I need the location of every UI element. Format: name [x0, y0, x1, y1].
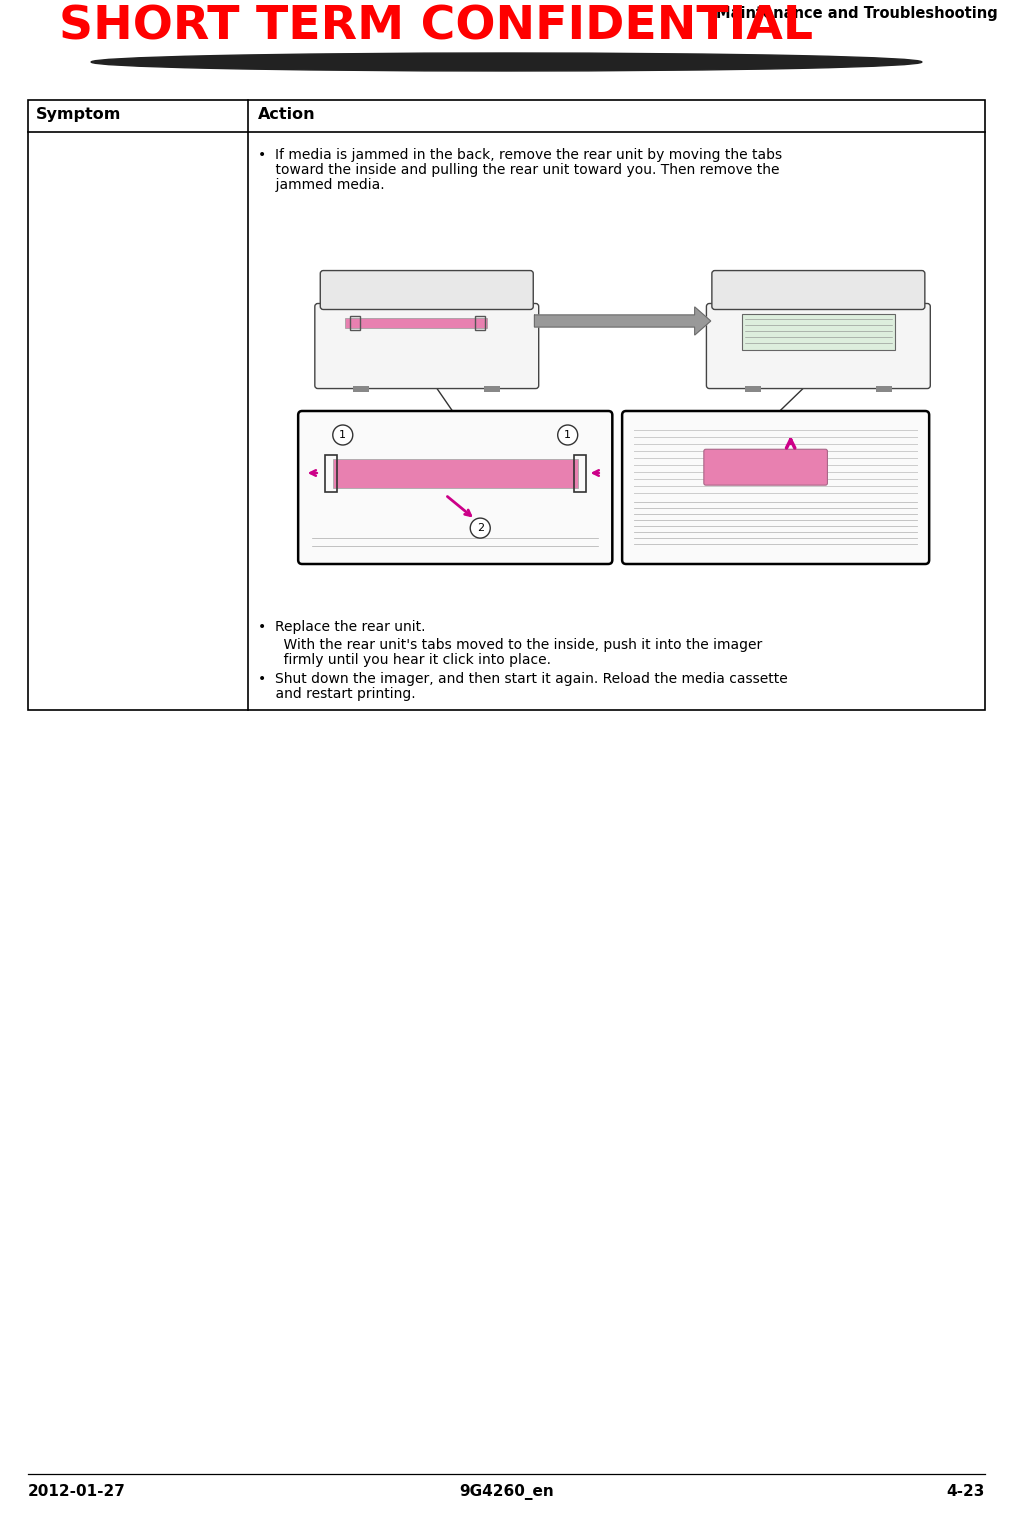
Bar	[484, 385, 500, 391]
Polygon shape	[535, 307, 711, 335]
Bar	[325, 455, 336, 492]
Text: Symptom: Symptom	[36, 107, 122, 122]
Text: and restart printing.: and restart printing.	[258, 686, 415, 702]
Text: Action: Action	[258, 107, 316, 122]
Text: SHORT TERM CONFIDENTIAL: SHORT TERM CONFIDENTIAL	[59, 5, 812, 50]
Bar	[573, 455, 586, 492]
Text: toward the inside and pulling the rear unit toward you. Then remove the: toward the inside and pulling the rear u…	[258, 163, 779, 177]
FancyBboxPatch shape	[706, 303, 930, 388]
Text: •  If media is jammed in the back, remove the rear unit by moving the tabs: • If media is jammed in the back, remove…	[258, 148, 782, 161]
Circle shape	[470, 517, 490, 539]
Bar	[350, 317, 360, 330]
FancyBboxPatch shape	[320, 271, 533, 309]
FancyBboxPatch shape	[622, 411, 929, 565]
FancyBboxPatch shape	[704, 449, 828, 486]
Text: 2012-01-27: 2012-01-27	[28, 1484, 126, 1499]
Bar	[28, 100, 985, 709]
FancyBboxPatch shape	[712, 271, 925, 309]
Text: •  Shut down the imager, and then start it again. Reload the media cassette: • Shut down the imager, and then start i…	[258, 673, 788, 686]
FancyBboxPatch shape	[298, 411, 612, 565]
Text: Maintenance and Troubleshooting: Maintenance and Troubleshooting	[716, 6, 998, 21]
Text: •  Replace the rear unit.: • Replace the rear unit.	[258, 619, 425, 635]
Circle shape	[558, 425, 577, 444]
FancyBboxPatch shape	[315, 303, 539, 388]
Ellipse shape	[91, 53, 922, 72]
Text: 1: 1	[339, 431, 346, 440]
Text: 2: 2	[477, 524, 484, 533]
Bar	[743, 315, 894, 350]
Bar	[875, 385, 891, 391]
Text: 4-23: 4-23	[946, 1484, 985, 1499]
Bar	[354, 385, 370, 391]
Text: With the rear unit's tabs moved to the inside, push it into the imager: With the rear unit's tabs moved to the i…	[266, 638, 762, 651]
Text: 9G4260_en: 9G4260_en	[459, 1484, 554, 1501]
Bar	[475, 317, 484, 330]
Text: firmly until you hear it click into place.: firmly until you hear it click into plac…	[266, 653, 551, 667]
Circle shape	[333, 425, 353, 444]
Bar	[345, 318, 486, 327]
Bar	[745, 385, 761, 391]
Text: 1: 1	[564, 431, 571, 440]
Bar	[333, 458, 577, 487]
Text: jammed media.: jammed media.	[258, 178, 385, 192]
